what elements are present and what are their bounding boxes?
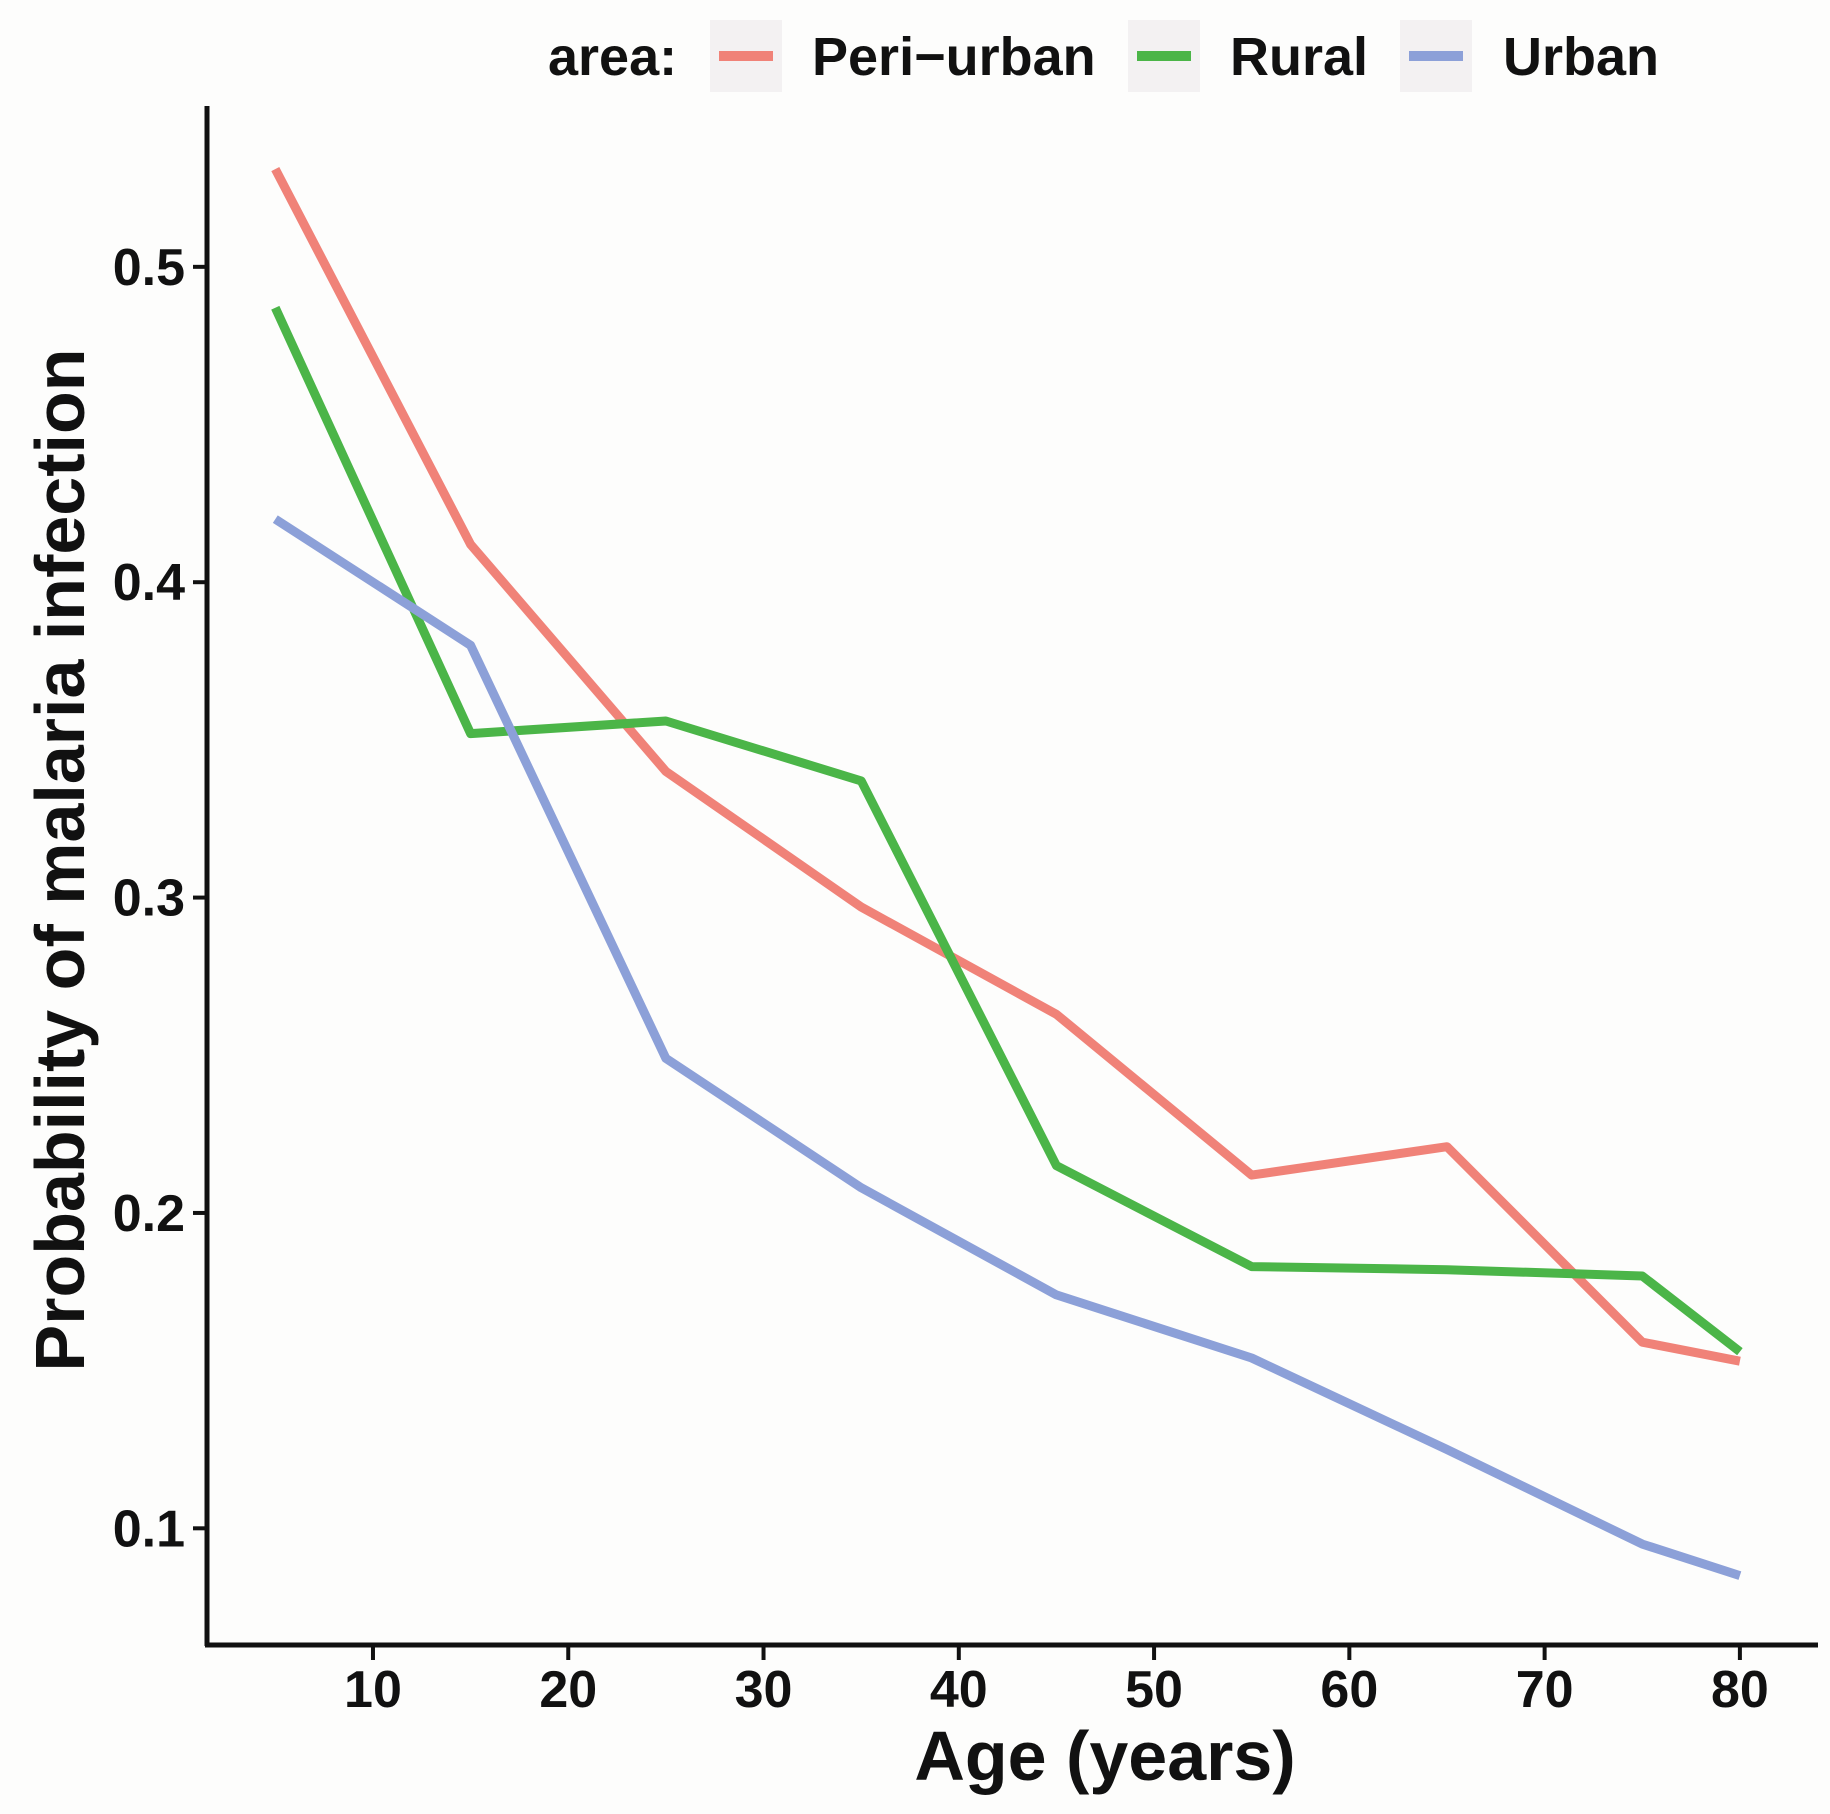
legend-label-rural: Rural: [1230, 27, 1368, 87]
x-tick-label: 80: [1711, 1661, 1769, 1719]
legend-title: area:: [548, 27, 677, 87]
legend: area: Peri−urban Rural Urban: [548, 20, 1659, 92]
y-tick-label: 0.2: [113, 1185, 185, 1243]
x-axis-ticks: 10 20 30 40 50 60 70 80: [344, 1645, 1769, 1719]
x-tick-label: 30: [735, 1661, 793, 1719]
y-axis-ticks: 0.1 0.2 0.3 0.4 0.5: [113, 239, 207, 1558]
x-tick-label: 10: [344, 1661, 402, 1719]
legend-label-urban: Urban: [1503, 27, 1659, 87]
series-line-rural: [271, 305, 1743, 1356]
y-tick-label: 0.5: [113, 239, 185, 297]
x-axis-title: Age (years): [914, 1717, 1295, 1795]
y-tick-label: 0.4: [113, 554, 185, 612]
series-line-urban: [272, 515, 1742, 1580]
y-tick-label: 0.1: [113, 1500, 185, 1558]
x-tick-label: 70: [1516, 1661, 1574, 1719]
x-tick-label: 60: [1320, 1661, 1378, 1719]
y-tick-label: 0.3: [113, 870, 185, 928]
x-tick-label: 40: [930, 1661, 988, 1719]
series-layer: [271, 167, 1743, 1580]
x-tick-label: 20: [539, 1661, 597, 1719]
legend-label-peri-urban: Peri−urban: [812, 27, 1096, 87]
x-tick-label: 50: [1125, 1661, 1183, 1719]
y-axis-title: Probability of malaria infection: [21, 349, 99, 1372]
